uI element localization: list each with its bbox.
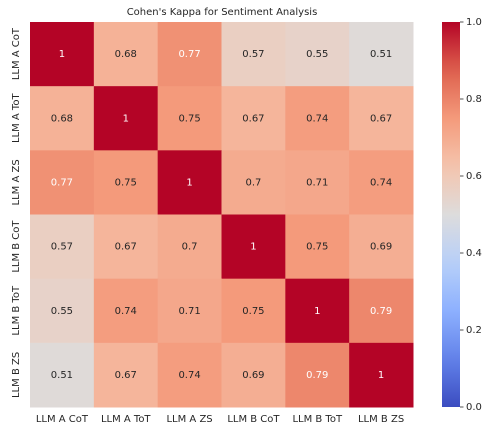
cell-label: 0.75: [178, 113, 200, 124]
colorbar-tick-label: 0.2: [466, 325, 482, 336]
cell-label: 1: [123, 113, 129, 124]
cell-label: 0.67: [115, 242, 137, 253]
x-tick-label: LLM B ToT: [292, 414, 343, 425]
cell-label: 0.77: [178, 49, 200, 60]
heatmap-cell: [285, 278, 350, 344]
heatmap-cell: [285, 150, 350, 215]
x-tick-label: LLM B ZS: [358, 414, 404, 425]
cell-label: 0.74: [115, 306, 137, 317]
heatmap-cell: [349, 150, 414, 215]
colorbar-tick-label: 0.4: [466, 248, 482, 259]
cell-label: 0.71: [306, 177, 328, 188]
heatmap-cell: [30, 150, 95, 215]
cell-label: 0.79: [370, 306, 392, 317]
heatmap-cell: [285, 86, 350, 151]
heatmap-cell: [93, 278, 159, 344]
heatmap-cell: [349, 278, 414, 344]
cell-label: 0.75: [242, 306, 264, 317]
cell-label: 0.7: [245, 177, 261, 188]
cell-label: 0.68: [115, 49, 137, 60]
colorbar-tick-label: 0.0: [466, 402, 482, 413]
cell-label: 0.7: [182, 242, 198, 253]
heatmap-cell: [30, 22, 95, 87]
colorbar-tick-label: 0.6: [466, 171, 482, 182]
x-tick-label: LLM B CoT: [227, 414, 280, 425]
cell-label: 0.57: [51, 242, 73, 253]
cell-label: 0.68: [51, 113, 73, 124]
heatmap-cell: [221, 214, 286, 280]
heatmap-cell: [30, 86, 95, 151]
y-tick-label: LLM B ZS: [11, 352, 22, 398]
x-tick-label: LLM A CoT: [36, 414, 89, 425]
heatmap-cell: [349, 214, 414, 280]
heatmap-cell: [349, 342, 414, 408]
cell-label: 0.57: [242, 49, 264, 60]
heatmap-cell: [30, 278, 95, 344]
y-tick-label: LLM B CoT: [11, 220, 22, 273]
colorbar-tick-label: 0.8: [466, 94, 482, 105]
heatmap-cell: [221, 150, 286, 215]
cell-label: 0.74: [370, 177, 392, 188]
heatmap-cell: [157, 22, 222, 87]
heatmap-cell: [221, 86, 286, 151]
cell-label: 1: [314, 306, 320, 317]
cell-label: 0.69: [370, 242, 392, 253]
heatmap-cell: [285, 22, 350, 87]
x-tick-label: LLM A ToT: [101, 414, 151, 425]
cell-label: 0.51: [370, 49, 392, 60]
y-tick-label: LLM A ZS: [11, 159, 22, 205]
cell-label: 0.75: [306, 242, 328, 253]
cell-label: 1: [378, 370, 384, 381]
heatmap-cell: [30, 342, 95, 408]
cell-label: 1: [59, 49, 65, 60]
heatmap-cell: [221, 278, 286, 344]
y-tick-label: LLM A ToT: [11, 93, 22, 143]
cell-label: 0.77: [51, 177, 73, 188]
cell-label: 0.67: [370, 113, 392, 124]
heatmap-cell: [157, 342, 222, 408]
heatmap-cell: [221, 342, 286, 408]
cell-label: 1: [186, 177, 192, 188]
cell-label: 0.55: [306, 49, 328, 60]
cell-label: 0.67: [115, 370, 137, 381]
cell-label: 0.75: [115, 177, 137, 188]
heatmap-cell: [30, 214, 95, 280]
cell-label: 1: [250, 242, 256, 253]
heatmap-cell: [93, 214, 159, 280]
colorbar: [442, 22, 460, 407]
x-tick-label: LLM A ZS: [166, 414, 212, 425]
heatmap-cell: [93, 150, 159, 215]
cell-label: 0.74: [306, 113, 328, 124]
heatmap-cell: [157, 86, 222, 151]
heatmap-cell: [157, 278, 222, 344]
cell-label: 0.79: [306, 370, 328, 381]
colorbar-tick-label: 1.0: [466, 17, 482, 28]
heatmap-cell: [221, 22, 286, 87]
cell-label: 0.55: [51, 306, 73, 317]
heatmap-cell: [93, 342, 159, 408]
heatmap-cell: [349, 22, 414, 87]
heatmap-cell: [349, 86, 414, 151]
heatmap-cell: [157, 150, 222, 215]
cell-label: 0.69: [242, 370, 264, 381]
heatmap-cell: [285, 342, 350, 408]
heatmap-cell: [93, 22, 159, 87]
cell-label: 0.71: [178, 306, 200, 317]
cell-label: 0.74: [178, 370, 200, 381]
heatmap-cell: [157, 214, 222, 280]
heatmap-cell: [93, 86, 159, 151]
heatmap-cell: [285, 214, 350, 280]
chart-title: Cohen's Kappa for Sentiment Analysis: [127, 7, 318, 18]
y-tick-label: LLM B ToT: [11, 285, 22, 336]
y-tick-label: LLM A CoT: [11, 27, 22, 80]
cell-label: 0.51: [51, 370, 73, 381]
cell-label: 0.67: [242, 113, 264, 124]
